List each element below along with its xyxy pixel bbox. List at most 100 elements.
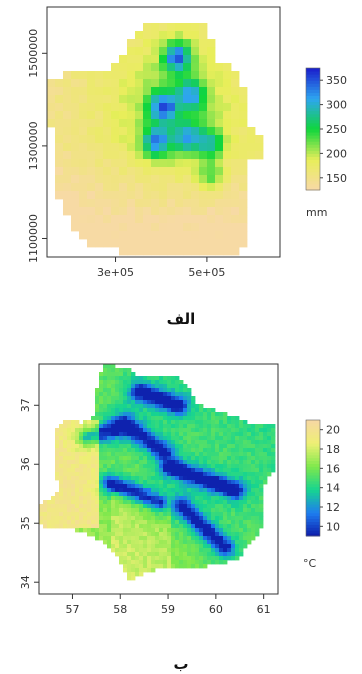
temperature-map-cell xyxy=(243,520,248,525)
temperature-map-cell xyxy=(239,436,244,441)
temperature-map-cell xyxy=(179,556,184,561)
rainfall-map-cell xyxy=(143,31,152,40)
rainfall-map-cell xyxy=(223,103,232,112)
rainfall-map-cell xyxy=(215,79,224,88)
rainfall-map-cell xyxy=(111,215,120,224)
temperature-map-cell xyxy=(163,440,168,445)
temperature-map-cell xyxy=(47,520,52,525)
rainfall-map-cell xyxy=(47,111,56,120)
rainfall-map-cell xyxy=(135,175,144,184)
temperature-map-cell xyxy=(87,460,92,465)
temperature-map-cell xyxy=(123,532,128,537)
temperature-map-cell xyxy=(131,476,136,481)
temperature-map-cell xyxy=(207,456,212,461)
rainfall-map-cell xyxy=(159,127,168,136)
temperature-map-cell xyxy=(227,556,232,561)
rainfall-map-cell xyxy=(143,39,152,48)
temperature-map-cell xyxy=(87,452,92,457)
temperature-map-cell xyxy=(203,492,208,497)
rainfall-map-legend-swatch xyxy=(306,95,320,99)
temperature-map-cell xyxy=(119,548,124,553)
temperature-map-cell xyxy=(171,468,176,473)
temperature-map-cell xyxy=(167,556,172,561)
temperature-map-cell xyxy=(111,392,116,397)
rainfall-map-cell xyxy=(127,207,136,216)
rainfall-map-cell xyxy=(79,215,88,224)
temperature-map-cell xyxy=(75,496,80,501)
temperature-map-cell xyxy=(131,436,136,441)
rainfall-map-legend-swatch xyxy=(306,150,320,154)
rainfall-map-cell xyxy=(71,135,80,144)
temperature-map-cell xyxy=(175,384,180,389)
temperature-map-cell xyxy=(211,552,216,557)
temperature-map-cell xyxy=(75,524,80,529)
temperature-map-cell xyxy=(239,464,244,469)
temperature-map-cell xyxy=(151,492,156,497)
temperature-map-cell xyxy=(147,440,152,445)
temperature-map-cell xyxy=(159,408,164,413)
temperature-map-cell xyxy=(67,460,72,465)
temperature-map-cell xyxy=(175,484,180,489)
temperature-map-cell xyxy=(143,560,148,565)
rainfall-map-cell xyxy=(111,63,120,72)
temperature-map-cell xyxy=(231,500,236,505)
temperature-map-legend-tick-label: 14 xyxy=(326,482,340,495)
rainfall-map-cell xyxy=(71,95,80,104)
temperature-map-cell xyxy=(107,480,112,485)
rainfall-map-cell xyxy=(175,215,184,224)
temperature-map-cell xyxy=(115,528,120,533)
temperature-map-cell xyxy=(255,508,260,513)
temperature-map-cell xyxy=(67,456,72,461)
rainfall-map-cell xyxy=(71,71,80,80)
temperature-map-cell xyxy=(187,560,192,565)
temperature-map-cell xyxy=(143,568,148,573)
temperature-map-cell xyxy=(235,424,240,429)
temperature-map-cell xyxy=(55,496,60,501)
temperature-map-legend-swatch xyxy=(306,521,320,525)
temperature-map-cell xyxy=(195,464,200,469)
rainfall-map-cell xyxy=(191,183,200,192)
temperature-map-cell xyxy=(135,556,140,561)
rainfall-map-cell xyxy=(95,87,104,96)
temperature-map-cell xyxy=(155,472,160,477)
temperature-map-cell xyxy=(207,432,212,437)
temperature-map-legend-swatch xyxy=(306,478,320,482)
temperature-map-cell xyxy=(227,448,232,453)
temperature-map-cell xyxy=(115,436,120,441)
temperature-map-cell xyxy=(91,448,96,453)
temperature-map-cell xyxy=(175,428,180,433)
rainfall-map-cell xyxy=(47,79,56,88)
temperature-map-cell xyxy=(175,524,180,529)
temperature-map-cell xyxy=(79,520,84,525)
rainfall-map-legend-title: mm xyxy=(306,206,327,219)
temperature-map-cell xyxy=(207,548,212,553)
temperature-map-cell xyxy=(199,440,204,445)
temperature-map-cell xyxy=(95,388,100,393)
temperature-map-cell xyxy=(111,504,116,509)
rainfall-map-cell xyxy=(103,199,112,208)
temperature-map-cell xyxy=(63,452,68,457)
temperature-map-cell xyxy=(91,484,96,489)
temperature-map-cell xyxy=(207,552,212,557)
temperature-map-cell xyxy=(87,456,92,461)
temperature-map-cell xyxy=(179,536,184,541)
temperature-map-cell xyxy=(143,400,148,405)
temperature-map-cell xyxy=(107,372,112,377)
temperature-map-cell xyxy=(91,416,96,421)
rainfall-map-cell xyxy=(231,191,240,200)
temperature-map-cell xyxy=(155,556,160,561)
temperature-map-cell xyxy=(71,496,76,501)
temperature-map-cell xyxy=(151,476,156,481)
temperature-map-cell xyxy=(191,472,196,477)
temperature-map-cell xyxy=(195,556,200,561)
rainfall-map-cell xyxy=(111,231,120,240)
temperature-map-cell xyxy=(95,460,100,465)
temperature-map-cell xyxy=(139,424,144,429)
rainfall-map-cell xyxy=(159,175,168,184)
temperature-map-cell xyxy=(123,412,128,417)
rainfall-map-cell xyxy=(111,119,120,128)
temperature-map-cell xyxy=(199,560,204,565)
rainfall-map-cell xyxy=(135,79,144,88)
temperature-map-cell xyxy=(163,404,168,409)
